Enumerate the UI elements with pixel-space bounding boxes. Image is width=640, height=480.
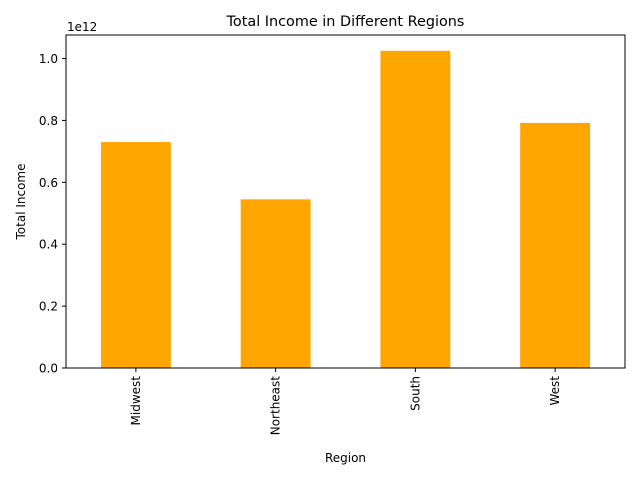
y-axis-offset-text: 1e12 <box>67 20 97 34</box>
x-axis-ticks: Midwest Northeast South West <box>129 368 562 435</box>
y-tick-label: 0.2 <box>39 300 58 314</box>
x-tick-label: Northeast <box>269 376 283 436</box>
chart-title: Total Income in Different Regions <box>226 14 465 30</box>
x-tick-label: South <box>408 376 422 411</box>
x-axis-label: Region <box>325 451 366 465</box>
plot-frame <box>65 34 626 369</box>
x-tick-label: Midwest <box>129 376 143 426</box>
y-tick-label: 0.8 <box>39 114 58 128</box>
y-tick-label: 1.0 <box>39 52 58 66</box>
bar-midwest <box>100 142 171 368</box>
bars <box>100 50 591 369</box>
y-axis-label: Total Income <box>14 164 28 241</box>
y-axis-ticks: 0.0 0.2 0.4 0.6 0.8 1.0 <box>39 52 66 376</box>
bar-south <box>380 50 451 369</box>
y-tick-label: 0.0 <box>39 362 58 376</box>
bar-west <box>520 122 591 368</box>
y-tick-label: 0.6 <box>39 176 58 190</box>
bar-northeast <box>240 199 311 368</box>
y-tick-label: 0.4 <box>39 238 58 252</box>
x-tick-label: West <box>548 376 562 406</box>
